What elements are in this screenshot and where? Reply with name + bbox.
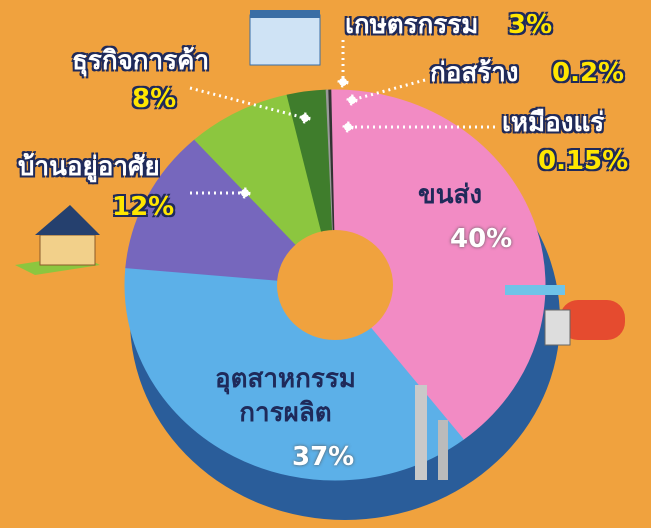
category-label: ก่อสร้าง bbox=[430, 56, 519, 90]
category-label: ธุรกิจการค้า bbox=[72, 44, 209, 78]
value-label: 0.2% bbox=[552, 56, 624, 90]
value-label: 8% bbox=[132, 82, 176, 116]
donut-hole bbox=[277, 230, 393, 340]
value-label: 40% bbox=[450, 222, 512, 256]
value-label: 12% bbox=[112, 190, 174, 224]
infographic: ขนส่ง 40% อุตสาหกรรม การผลิต 37% บ้านอยู่อาศ… bbox=[0, 0, 651, 528]
category-label: เหมืองแร่ bbox=[502, 106, 604, 140]
category-label: อุตสาหกรรม การผลิต bbox=[215, 362, 356, 430]
value-label: 3% bbox=[508, 8, 552, 42]
value-label: 0.15% bbox=[538, 144, 628, 178]
category-label: บ้านอยู่อาศัย bbox=[18, 150, 160, 184]
category-label: เกษตรกรรม bbox=[345, 8, 478, 42]
value-label: 37% bbox=[292, 440, 354, 474]
category-label: ขนส่ง bbox=[418, 178, 482, 212]
